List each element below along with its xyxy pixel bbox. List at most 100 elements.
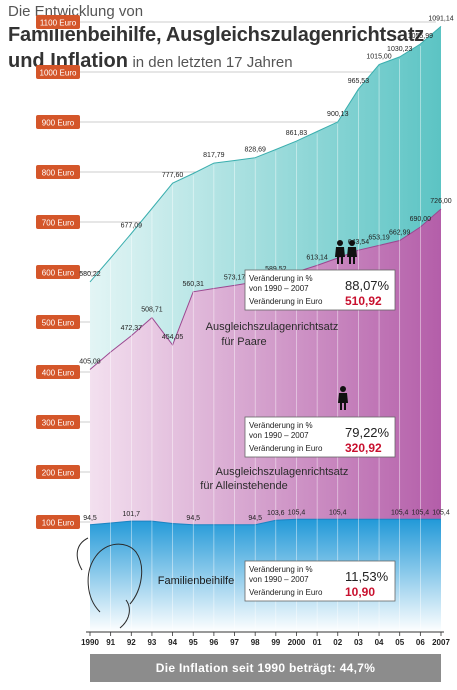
- data-label: 580,22: [79, 271, 101, 278]
- couple-person-1-head-icon: [337, 240, 343, 246]
- change-box-allein: [244, 416, 396, 458]
- couple-person-2-head-icon: [349, 240, 355, 246]
- x-tick-label: 99: [271, 638, 280, 647]
- title-line-3-rest: in den letzten 17 Jahren: [132, 54, 293, 71]
- y-tick-badge: [36, 65, 80, 79]
- couple-person-1-leg-icon: [341, 257, 343, 264]
- x-tick-label: 02: [333, 638, 342, 647]
- data-label: 1015,00: [366, 54, 391, 61]
- couple-person-1-leg-icon: [337, 257, 339, 264]
- series-label-paare-1: Ausgleichszulagenrichtsatz: [206, 321, 339, 333]
- change-value-pct: 11,53%: [345, 569, 389, 584]
- y-tick-label: 100 Euro: [42, 519, 75, 528]
- change-label-pct: Veränderung in %: [249, 274, 313, 283]
- family-sketch-icon: [87, 543, 143, 613]
- single-person-body-icon: [338, 393, 348, 403]
- x-tick-label: 93: [147, 638, 156, 647]
- change-box-familie: [244, 560, 396, 602]
- x-tick-label: 2000: [288, 638, 306, 647]
- series-label-allein-1: Ausgleichszulagenrichtsatz: [216, 466, 349, 478]
- line-familienbeihilfe: [89, 518, 441, 526]
- y-tick-label: 1100 Euro: [40, 19, 77, 28]
- x-tick-label: 05: [395, 638, 404, 647]
- data-label: 1055,99: [408, 33, 433, 40]
- y-tick-badge: [36, 15, 80, 29]
- x-tick-label: 91: [106, 638, 115, 647]
- x-tick-label: 96: [209, 638, 218, 647]
- series-label-allein-2: für Alleinstehende: [200, 480, 287, 492]
- data-label: 94,5: [83, 515, 97, 522]
- data-label: 94,5: [186, 515, 200, 522]
- y-tick-label: 700 Euro: [42, 219, 75, 228]
- data-label: 105,4: [329, 509, 347, 516]
- x-tick-label: 04: [375, 638, 384, 647]
- x-tick-label: 2007: [432, 638, 450, 647]
- data-label: 643,54: [348, 239, 370, 246]
- change-value-pct: 79,22%: [345, 425, 390, 440]
- y-tick-label: 800 Euro: [42, 169, 75, 178]
- y-tick-badge: [36, 265, 80, 279]
- y-tick-label: 600 Euro: [42, 269, 75, 278]
- family-sketch-icon: [76, 537, 89, 571]
- single-person-head-icon: [340, 386, 346, 392]
- data-label: 101,7: [123, 511, 141, 518]
- series-label-familie: Familienbeihilfe: [158, 575, 234, 587]
- data-label: 472,37: [121, 325, 143, 332]
- inflation-footer: Die Inflation seit 1990 beträgt: 44,7%: [90, 654, 441, 682]
- change-label-euro: Veränderung in Euro: [249, 297, 323, 306]
- data-label: 817,79: [203, 152, 225, 159]
- change-value-euro: 10,90: [345, 585, 375, 599]
- y-tick-badge: [36, 415, 80, 429]
- change-label-pct: Veränderung in %: [249, 421, 313, 430]
- x-tick-label: 1990: [81, 638, 99, 647]
- x-tick-label: 92: [127, 638, 136, 647]
- x-tick-label: 94: [168, 638, 177, 647]
- y-tick-label: 1000 Euro: [40, 69, 77, 78]
- y-tick-badge: [36, 115, 80, 129]
- data-label: 94,5: [248, 515, 262, 522]
- area-paare: [90, 26, 441, 370]
- single-person-leg-icon: [344, 403, 346, 410]
- data-label: 573,17: [224, 274, 246, 281]
- data-label: 405,08: [79, 358, 101, 365]
- y-tick-label: 200 Euro: [42, 469, 75, 478]
- change-label-pct: Veränderung in %: [249, 565, 313, 574]
- data-label: 900,13: [327, 111, 349, 118]
- y-tick-badge: [36, 365, 80, 379]
- data-label: 828,69: [244, 147, 266, 154]
- title-line-2: Familienbeihilfe, Ausgleichszulagenricht…: [8, 24, 425, 46]
- x-tick-label: 01: [313, 638, 322, 647]
- data-label: 726,00: [430, 198, 452, 205]
- change-label-period: von 1990 – 2007: [249, 431, 309, 440]
- couple-person-2-leg-icon: [349, 257, 351, 264]
- couple-person-2-leg-icon: [353, 257, 355, 264]
- change-label-euro: Veränderung in Euro: [249, 588, 323, 597]
- x-tick-label: 95: [189, 638, 198, 647]
- data-label: 965,53: [348, 78, 370, 85]
- data-label: 560,31: [183, 281, 205, 288]
- x-tick-label: 98: [251, 638, 260, 647]
- data-label: 653,19: [368, 234, 390, 241]
- data-label: 508,71: [141, 307, 163, 314]
- data-label: 662,99: [389, 230, 411, 237]
- data-label: 105,4: [412, 509, 430, 516]
- change-box-paare: [244, 269, 396, 311]
- data-label: 613,14: [306, 254, 328, 261]
- y-tick-label: 300 Euro: [42, 419, 75, 428]
- single-person-leg-icon: [340, 403, 342, 410]
- change-label-period: von 1990 – 2007: [249, 284, 309, 293]
- change-label-euro: Veränderung in Euro: [249, 444, 323, 453]
- line-paare: [89, 26, 442, 283]
- data-label: 1091,14: [428, 15, 453, 22]
- change-value-euro: 510,92: [345, 294, 382, 308]
- data-label: 105,4: [391, 509, 409, 516]
- y-tick-badge: [36, 315, 80, 329]
- couple-person-1-body-icon: [335, 247, 345, 257]
- family-sketch-icon: [119, 599, 130, 629]
- series-label-paare-2: für Paare: [221, 336, 266, 348]
- data-label: 103,6: [267, 510, 285, 517]
- data-label: 861,83: [286, 130, 308, 137]
- x-tick-label: 06: [416, 638, 425, 647]
- data-label: 677,09: [121, 222, 143, 229]
